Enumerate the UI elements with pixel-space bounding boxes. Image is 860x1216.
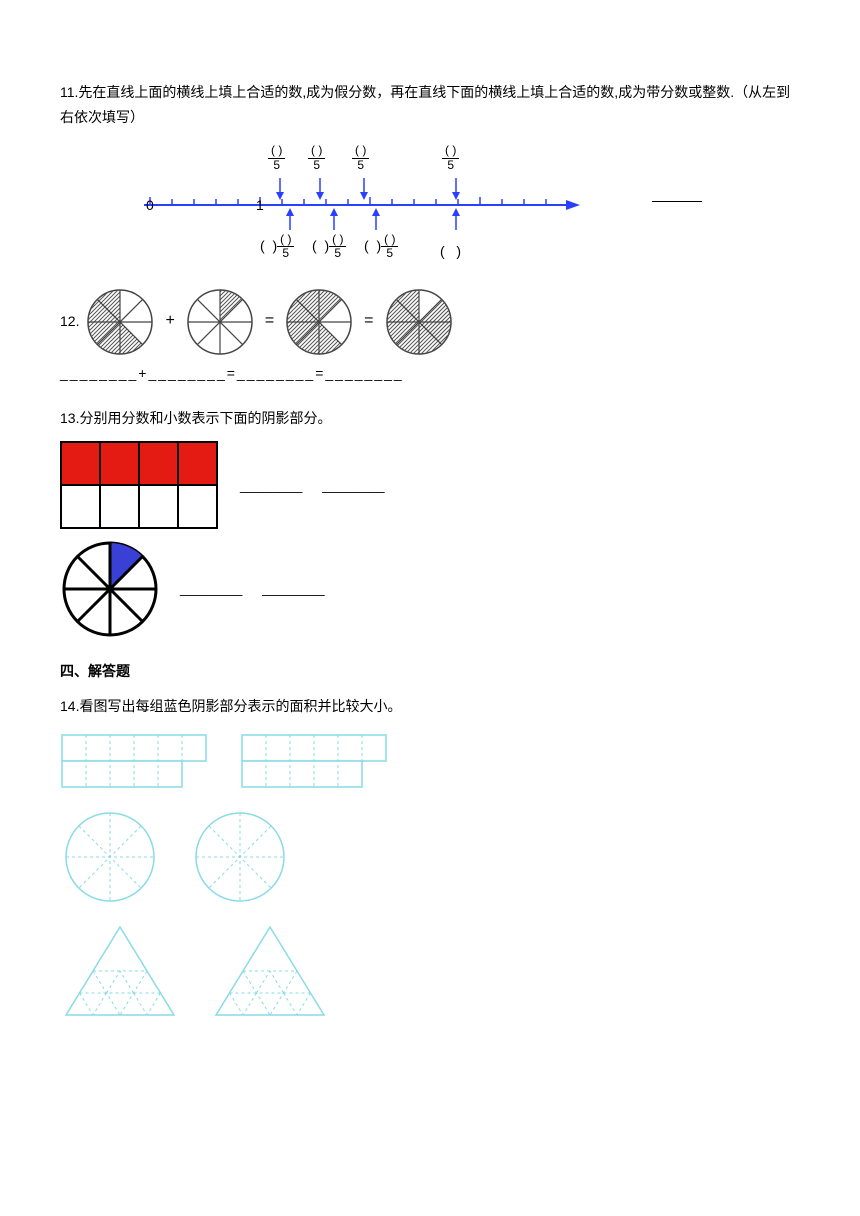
bot-frac-2: ( )( )5 xyxy=(312,233,346,260)
section-4-title: 四、解答题 xyxy=(60,659,800,684)
plus-sign: + xyxy=(161,307,178,336)
eq-sign-2: = xyxy=(360,307,377,336)
number-line-svg xyxy=(140,178,640,232)
bot-frac-1: ( )( )5 xyxy=(260,233,294,260)
right-blank xyxy=(652,187,702,202)
pie-8ths xyxy=(60,539,160,639)
tick-0: 0 xyxy=(146,193,154,218)
rect-grid xyxy=(60,441,220,531)
q12-prefix: 12. xyxy=(60,309,79,334)
q13-blank-1b: ________ xyxy=(322,473,384,498)
pie-2 xyxy=(185,287,255,357)
top-frac-4: ( )5 xyxy=(442,144,459,171)
q14-tri-left xyxy=(60,921,180,1021)
bot-frac-3: ( )( )5 xyxy=(364,233,398,260)
pie-4 xyxy=(384,287,454,357)
number-line: ( )5 ( )5 ( )5 ( )5 xyxy=(140,144,800,266)
q14-rect-left xyxy=(60,733,210,793)
problem-11: 11.先在直线上面的横线上填上合适的数,成为假分数，再在直线下面的横线上填上合适… xyxy=(60,80,800,267)
eq-sign-1: = xyxy=(261,307,278,336)
q14-rect-right xyxy=(240,733,390,793)
bot-frac-4: ( ) xyxy=(440,239,461,264)
pie-1 xyxy=(85,287,155,357)
q14-tri-right xyxy=(210,921,330,1021)
top-frac-3: ( )5 xyxy=(352,144,369,171)
top-frac-1: ( )5 xyxy=(268,144,285,171)
tick-1: 1 xyxy=(256,193,264,218)
q11-text: 11.先在直线上面的横线上填上合适的数,成为假分数，再在直线下面的横线上填上合适… xyxy=(60,80,800,130)
q14-circle-right xyxy=(190,807,290,907)
q14-circle-left xyxy=(60,807,160,907)
top-frac-2: ( )5 xyxy=(308,144,325,171)
problem-12: 12. + = xyxy=(60,287,800,386)
q13-blank-2a: ________ xyxy=(180,576,242,601)
q13-blank-2b: ________ xyxy=(262,576,324,601)
problem-14: 14.看图写出每组蓝色阴影部分表示的面积并比较大小。 xyxy=(60,694,800,1021)
q13-blank-1a: ________ xyxy=(240,473,302,498)
pie-3 xyxy=(284,287,354,357)
problem-13: 13.分别用分数和小数表示下面的阴影部分。 ________ ________ … xyxy=(60,406,800,639)
q14-text: 14.看图写出每组蓝色阴影部分表示的面积并比较大小。 xyxy=(60,694,800,719)
q13-text: 13.分别用分数和小数表示下面的阴影部分。 xyxy=(60,406,800,431)
q12-fill-line: ________+________=________=________ xyxy=(60,361,800,386)
